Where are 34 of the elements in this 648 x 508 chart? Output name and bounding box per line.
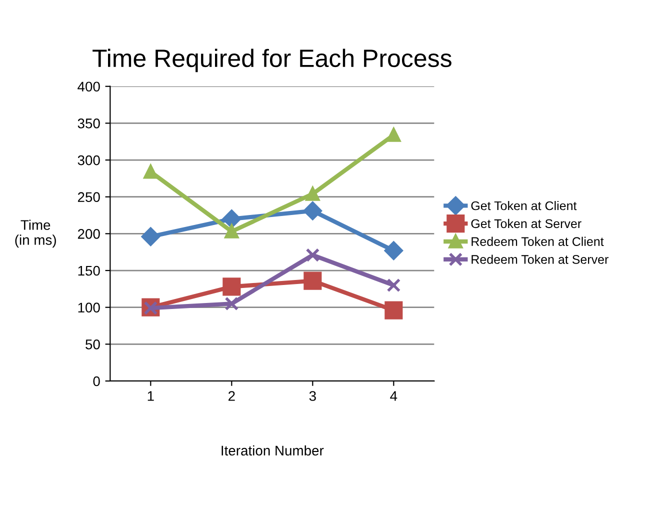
y-tick-label: 100 — [78, 302, 100, 313]
point — [222, 210, 241, 228]
y-tick-label: 350 — [78, 118, 100, 128]
legend-label: Redeem Token at Client — [472, 236, 604, 246]
y-axis-title: Time (in ms) — [15, 220, 56, 248]
y-tick-label: 200 — [78, 229, 100, 239]
chart-title: Time Required for Each Process — [92, 48, 452, 72]
legend-label: Get Token at Client — [471, 201, 577, 210]
point — [144, 164, 158, 179]
point — [384, 241, 403, 260]
point — [224, 296, 239, 311]
point — [306, 186, 320, 201]
y-tick-label: 300 — [78, 155, 100, 166]
y-tick-label: 250 — [78, 192, 100, 202]
point — [304, 272, 322, 290]
point — [222, 278, 241, 296]
x-tick-label: 4 — [390, 391, 398, 401]
x-tick-label: 3 — [309, 391, 316, 401]
y-tick-label: 50 — [86, 340, 100, 350]
point — [386, 128, 401, 142]
point — [386, 278, 401, 292]
point — [384, 301, 403, 320]
y-tick-label: 0 — [93, 376, 100, 386]
point — [306, 248, 320, 262]
y-tick-label: 400 — [78, 82, 100, 92]
y-tick-label: 150 — [78, 266, 100, 276]
x-axis-title: Iteration Number — [222, 445, 324, 456]
point — [141, 227, 160, 246]
x-tick-label: 2 — [228, 391, 235, 401]
x-tick-label: 1 — [148, 391, 154, 401]
legend-label: Get Token at Server — [471, 218, 582, 228]
legend-label: Redeem Token at Server — [472, 254, 608, 264]
point — [303, 202, 322, 220]
point — [224, 224, 239, 238]
